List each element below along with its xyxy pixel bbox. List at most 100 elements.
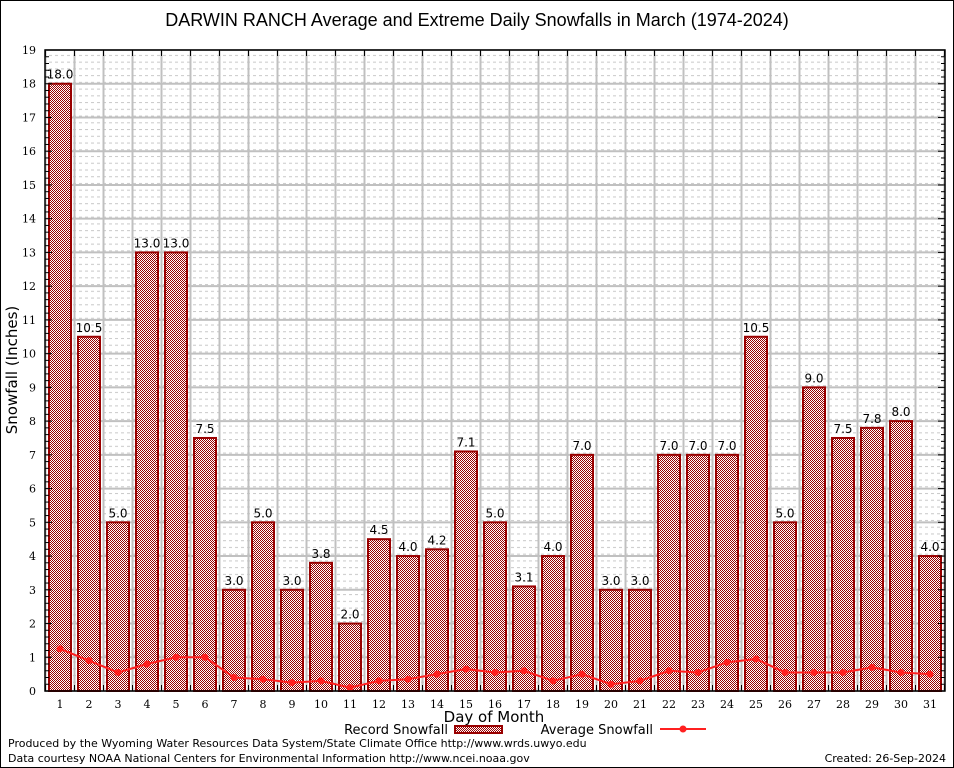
x-tick-labels: 1 2 3 4 5 6 7 8 9 10 11 12 13 14 15 16 17 18 19 20 21 22 23 24 2… bbox=[57, 698, 938, 711]
average-point-day-21 bbox=[636, 677, 644, 685]
bar-record-day-21 bbox=[628, 588, 652, 693]
average-point-day-16 bbox=[491, 668, 499, 676]
bar-record-day-26 bbox=[773, 521, 797, 692]
bar-label-day-18: 4.0 bbox=[543, 540, 562, 554]
x-tick-label: 11 bbox=[343, 698, 357, 711]
bar-label-day-4: 13.0 bbox=[134, 236, 161, 250]
x-tick-label: 6 bbox=[202, 698, 209, 711]
x-tick-label: 23 bbox=[691, 698, 705, 711]
x-tick-label: 4 bbox=[144, 698, 151, 711]
average-point-day-10 bbox=[317, 677, 325, 685]
y-tick-label: 6 bbox=[29, 483, 36, 496]
x-tick-label: 10 bbox=[314, 698, 328, 711]
average-point-day-27 bbox=[810, 668, 818, 676]
bar-label-day-24: 7.0 bbox=[717, 439, 736, 453]
average-point-day-19 bbox=[578, 670, 586, 678]
average-point-day-31 bbox=[926, 670, 934, 678]
bar-record-day-5 bbox=[164, 251, 188, 692]
y-tick-label: 7 bbox=[29, 449, 36, 462]
average-point-day-23 bbox=[694, 668, 702, 676]
bar-record-day-3 bbox=[106, 521, 130, 692]
bar-label-day-25: 10.5 bbox=[743, 321, 770, 335]
bar-label-day-26: 5.0 bbox=[775, 506, 794, 520]
x-tick-label: 27 bbox=[807, 698, 821, 711]
x-tick-label: 2 bbox=[86, 698, 93, 711]
bar-record-day-27 bbox=[802, 386, 826, 692]
bar-label-day-28: 7.5 bbox=[833, 422, 852, 436]
bar-label-day-7: 3.0 bbox=[224, 574, 243, 588]
x-tick-label: 21 bbox=[633, 698, 647, 711]
y-tick-label: 16 bbox=[22, 145, 36, 158]
bar-label-day-6: 7.5 bbox=[195, 422, 214, 436]
bar-record-day-23 bbox=[686, 453, 710, 692]
bar-record-day-10 bbox=[309, 561, 333, 692]
average-point-day-22 bbox=[665, 667, 673, 675]
y-tick-label: 13 bbox=[22, 246, 36, 259]
average-point-day-17 bbox=[520, 667, 528, 675]
legend-label-record: Record Snowfall bbox=[344, 723, 448, 738]
bar-record-day-9 bbox=[280, 588, 304, 693]
legend-swatch-average-marker bbox=[679, 725, 687, 733]
x-tick-label: 1 bbox=[57, 698, 64, 711]
x-tick-label: 30 bbox=[894, 698, 908, 711]
average-point-day-1 bbox=[56, 645, 64, 653]
bar-label-day-31: 4.0 bbox=[920, 540, 939, 554]
average-point-day-3 bbox=[114, 668, 122, 676]
bar-record-day-15 bbox=[454, 450, 478, 692]
average-point-day-25 bbox=[752, 655, 760, 663]
x-tick-label: 3 bbox=[115, 698, 122, 711]
x-tick-label: 5 bbox=[173, 698, 180, 711]
bar-label-day-29: 7.8 bbox=[862, 412, 881, 426]
y-tick-label: 11 bbox=[22, 314, 36, 327]
bar-record-day-18 bbox=[541, 555, 565, 692]
bar-label-day-21: 3.0 bbox=[630, 574, 649, 588]
bar-record-day-11 bbox=[338, 622, 362, 692]
bar-record-day-6 bbox=[193, 436, 217, 693]
x-tick-label: 9 bbox=[289, 698, 296, 711]
x-tick-label: 29 bbox=[865, 698, 879, 711]
y-tick-label: 8 bbox=[29, 415, 36, 428]
average-point-day-13 bbox=[404, 675, 412, 683]
bar-label-day-1: 18.0 bbox=[47, 68, 74, 82]
y-tick-label: 18 bbox=[22, 78, 36, 91]
x-tick-label: 12 bbox=[372, 698, 386, 711]
average-point-day-6 bbox=[201, 653, 209, 661]
x-tick-label: 28 bbox=[836, 698, 850, 711]
bar-labels: 18.0 10.5 5.0 13.0 13.0 7.5 3.0 5.0 3.0 3.8 2.0 4.5… bbox=[47, 68, 940, 622]
bar-record-day-25 bbox=[744, 335, 768, 692]
bar-label-day-19: 7.0 bbox=[572, 439, 591, 453]
average-line bbox=[56, 645, 934, 692]
bar-record-day-19 bbox=[570, 453, 594, 692]
y-tick-label: 14 bbox=[22, 213, 36, 226]
bar-label-day-8: 5.0 bbox=[253, 506, 272, 520]
y-axis-label: Snowfall (Inches) bbox=[3, 306, 21, 434]
bar-record-day-29 bbox=[860, 426, 884, 692]
x-tick-label: 22 bbox=[662, 698, 676, 711]
x-tick-label: 16 bbox=[488, 698, 502, 711]
x-tick-label: 19 bbox=[575, 698, 589, 711]
average-point-day-28 bbox=[839, 668, 847, 676]
legend-swatch-record bbox=[454, 725, 503, 734]
bar-label-day-30: 8.0 bbox=[891, 405, 910, 419]
y-tick-label: 3 bbox=[29, 584, 36, 597]
bar-label-day-2: 10.5 bbox=[76, 321, 103, 335]
average-point-day-4 bbox=[143, 660, 151, 668]
average-point-day-20 bbox=[607, 680, 615, 688]
bar-record-day-30 bbox=[889, 420, 913, 692]
y-tick-label: 1 bbox=[29, 651, 36, 664]
bar-record-day-1 bbox=[48, 82, 72, 693]
y-tick-label: 9 bbox=[29, 381, 36, 394]
x-tick-label: 25 bbox=[749, 698, 763, 711]
average-point-day-7 bbox=[230, 674, 238, 682]
bar-label-day-10: 3.8 bbox=[311, 547, 330, 561]
bar-record-day-17 bbox=[512, 585, 536, 692]
footer-credit-wrds: Produced by the Wyoming Water Resources … bbox=[8, 737, 587, 750]
y-tick-label: 2 bbox=[29, 618, 36, 631]
bar-record-day-14 bbox=[425, 548, 449, 692]
bar-record-day-20 bbox=[599, 588, 623, 693]
x-tick-label: 7 bbox=[231, 698, 238, 711]
x-tick-label: 26 bbox=[778, 698, 792, 711]
bar-label-day-22: 7.0 bbox=[659, 439, 678, 453]
